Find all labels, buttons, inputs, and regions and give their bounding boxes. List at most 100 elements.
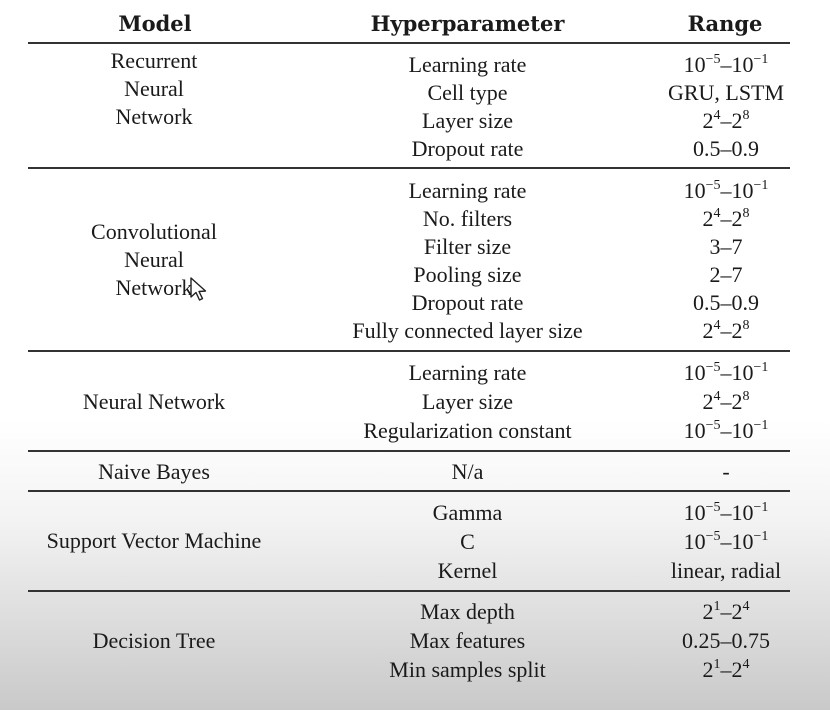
range-text: 2 <box>702 206 714 231</box>
range-exponent: −1 <box>753 51 769 67</box>
range-exponent: 4 <box>742 656 750 672</box>
range-text: 2 <box>702 657 714 682</box>
hyperparameter-cell: Regularization constant <box>363 418 572 443</box>
model-name: Naive Bayes <box>28 458 280 486</box>
range-cell: 24–28 <box>642 388 810 416</box>
range-cell: GRU, LSTM <box>642 79 810 107</box>
hyperparameter-cell: Dropout rate <box>411 290 524 315</box>
hyperparameter-cell: Pooling size <box>413 262 522 287</box>
range-exponent: −5 <box>705 499 721 515</box>
range-exponent: −5 <box>705 177 721 193</box>
range-text: 0.5–0.9 <box>693 136 759 161</box>
model-name-line: Support Vector Machine <box>46 528 262 553</box>
range-text: 10 <box>683 529 706 554</box>
hyperparameter-cell: Learning rate <box>408 52 527 77</box>
range-exponent: 1 <box>713 656 721 672</box>
range-text: –10 <box>720 418 754 443</box>
model-name-line: Recurrent <box>110 48 198 73</box>
hyperparameter-cell: Max depth <box>420 599 515 624</box>
hyperparameter-cell: Filter size <box>423 234 512 259</box>
range-exponent: 4 <box>742 598 750 614</box>
range-text: –2 <box>720 108 743 133</box>
range-text: - <box>722 459 730 484</box>
range-text: –2 <box>720 389 743 414</box>
hyperparameter-cell: Min samples split <box>389 657 546 682</box>
range-exponent: 8 <box>742 388 750 404</box>
hyperparameter-cell: Layer size <box>422 389 513 414</box>
range-cell: 0.5–0.9 <box>642 289 810 317</box>
range-cell: 10−5–10−1 <box>642 359 810 387</box>
group-divider <box>28 490 790 492</box>
model-name: Convolutional Neural Network <box>28 218 280 302</box>
range-text: 10 <box>683 500 706 525</box>
range-text: –2 <box>720 318 743 343</box>
range-text: –2 <box>720 657 743 682</box>
range-text: 10 <box>683 360 706 385</box>
range-text: –10 <box>720 529 754 554</box>
range-cell: - <box>642 458 810 486</box>
hyperparameter-cell: Max features <box>409 628 526 653</box>
hyperparameter-cell: Cell type <box>427 80 508 105</box>
range-text: –10 <box>720 178 754 203</box>
range-text: 0.25–0.75 <box>682 628 770 653</box>
range-cell: 3–7 <box>642 233 810 261</box>
hyperparameter-cell: Gamma <box>432 500 503 525</box>
range-cell: 21–24 <box>642 656 810 684</box>
hyperparameter-cell: Learning rate <box>408 360 527 385</box>
range-exponent: 4 <box>713 388 721 404</box>
header-hyperparameter: Hyperparameter <box>370 11 565 36</box>
range-cell: 21–24 <box>642 598 810 626</box>
range-exponent: 8 <box>742 205 750 221</box>
range-cell: 24–28 <box>642 317 810 345</box>
range-cell: 10−5–10−1 <box>642 51 810 79</box>
range-exponent: −1 <box>753 499 769 515</box>
hyperparameter-cell: C <box>460 529 475 554</box>
range-cell: 10−5–10−1 <box>642 417 810 445</box>
header-range: Range <box>687 11 763 36</box>
range-cell: linear, radial <box>642 557 810 585</box>
model-name-line: Decision Tree <box>92 628 216 653</box>
range-exponent: −1 <box>753 359 769 375</box>
range-cell: 10−5–10−1 <box>642 499 810 527</box>
range-text: –2 <box>720 206 743 231</box>
range-text: 2 <box>702 389 714 414</box>
range-text: 0.5–0.9 <box>693 290 759 315</box>
range-exponent: 1 <box>713 598 721 614</box>
model-name: Recurrent Neural Network <box>28 47 280 131</box>
range-text: 2 <box>702 108 714 133</box>
header-model: Model <box>118 11 192 36</box>
range-exponent: −1 <box>753 417 769 433</box>
range-text: 3–7 <box>709 234 743 259</box>
model-name-line: Naive Bayes <box>98 459 210 484</box>
range-text: GRU, LSTM <box>667 80 785 105</box>
model-name-line: Neural Network <box>82 389 226 414</box>
model-name-line: Network <box>115 104 193 129</box>
group-divider <box>28 350 790 352</box>
range-exponent: 4 <box>713 205 721 221</box>
range-text: 2–7 <box>709 262 743 287</box>
range-exponent: −5 <box>705 359 721 375</box>
model-name-line: Neural <box>124 76 184 101</box>
hyperparameter-cell: Kernel <box>437 558 498 583</box>
hyperparameter-cell: Learning rate <box>408 178 527 203</box>
group-divider <box>28 450 790 452</box>
model-name: Decision Tree <box>28 627 280 655</box>
range-exponent: 4 <box>713 107 721 123</box>
range-text: 10 <box>683 52 706 77</box>
range-cell: 2–7 <box>642 261 810 289</box>
hyperparameter-cell: Dropout rate <box>411 136 524 161</box>
model-name-line: Convolutional <box>91 219 217 244</box>
range-text: linear, radial <box>670 558 782 583</box>
hyperparameter-cell: N/a <box>451 459 484 484</box>
model-name: Support Vector Machine <box>28 527 280 555</box>
range-text: –10 <box>720 52 754 77</box>
header-rule <box>28 42 790 44</box>
range-exponent: −1 <box>753 177 769 193</box>
hyperparameter-cell: Layer size <box>422 108 513 133</box>
range-text: –2 <box>720 599 743 624</box>
range-exponent: −5 <box>705 417 721 433</box>
model-name: Neural Network <box>28 388 280 416</box>
range-text: 2 <box>702 599 714 624</box>
range-cell: 10−5–10−1 <box>642 177 810 205</box>
